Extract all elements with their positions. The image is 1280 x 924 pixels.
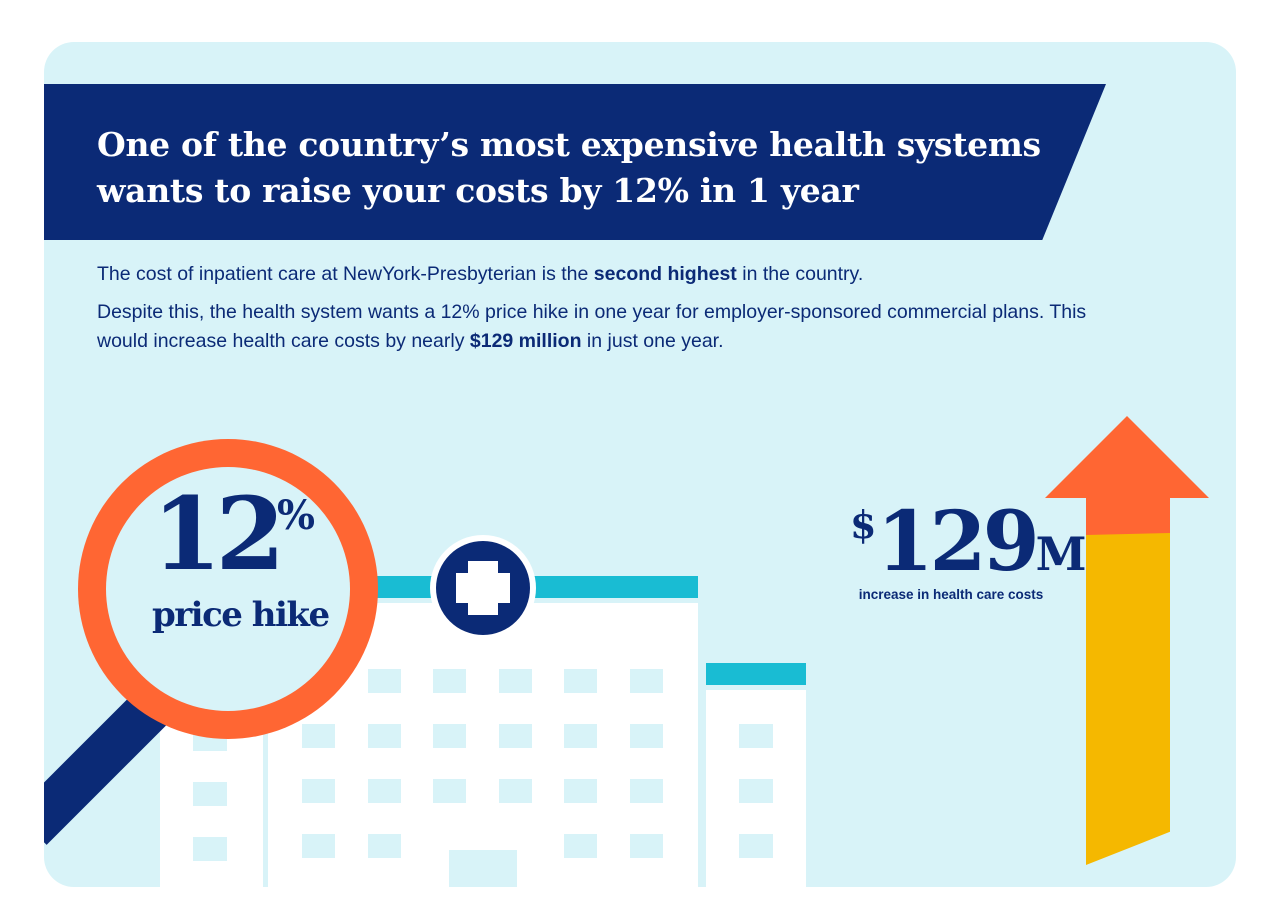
cost-increase-suffix: M [1035, 527, 1087, 581]
arrow-shaft-top [1086, 497, 1170, 535]
window [739, 834, 773, 858]
window [630, 669, 663, 693]
cost-increase-value: $129M [850, 492, 1087, 592]
window [193, 782, 227, 806]
window [302, 724, 335, 748]
window [368, 779, 401, 803]
window [564, 669, 597, 693]
intro-paragraph-2: Despite this, the health system wants a … [97, 301, 1087, 352]
window [433, 779, 466, 803]
window [739, 724, 773, 748]
window [630, 834, 663, 858]
window [499, 779, 532, 803]
cost-increase-label: increase in health care costs [858, 587, 1044, 602]
cost-increase-number: 129 [876, 494, 1039, 590]
headline: One of the country’s most expensive heal… [97, 122, 1057, 214]
highlight-second-highest: second highest [593, 263, 737, 285]
window [368, 834, 401, 858]
window [193, 837, 227, 861]
window [368, 669, 401, 693]
building-right-roof [706, 663, 806, 685]
headline-line-2: wants to raise your costs by 12% in 1 ye… [97, 171, 859, 210]
window [630, 779, 663, 803]
window [368, 724, 401, 748]
price-hike-value: 12 [152, 475, 285, 593]
price-hike-label: price hike [152, 595, 330, 635]
arrow-head [1045, 416, 1209, 498]
window [739, 779, 773, 803]
headline-line-1: One of the country’s most expensive heal… [97, 125, 1041, 164]
intro-text: The cost of inpatient care at NewYork-Pr… [97, 260, 1097, 365]
infographic-card: One of the country’s most expensive heal… [44, 42, 1236, 887]
window [499, 669, 532, 693]
headline-banner [44, 84, 1106, 240]
magnifier-lens [106, 467, 350, 711]
window [564, 724, 597, 748]
intro-paragraph-1: The cost of inpatient care at NewYork-Pr… [97, 263, 864, 285]
window [302, 779, 335, 803]
highlight-129-million: $129 million [469, 330, 582, 352]
hospital-door [449, 850, 517, 887]
window [564, 779, 597, 803]
window [302, 834, 335, 858]
arrow-shaft [1086, 533, 1170, 865]
window [433, 724, 466, 748]
window [630, 724, 663, 748]
cross-horizontal-bar [456, 573, 510, 603]
window [564, 834, 597, 858]
window [499, 724, 532, 748]
price-hike-unit: % [277, 492, 316, 539]
currency-symbol: $ [850, 502, 877, 547]
window [433, 669, 466, 693]
